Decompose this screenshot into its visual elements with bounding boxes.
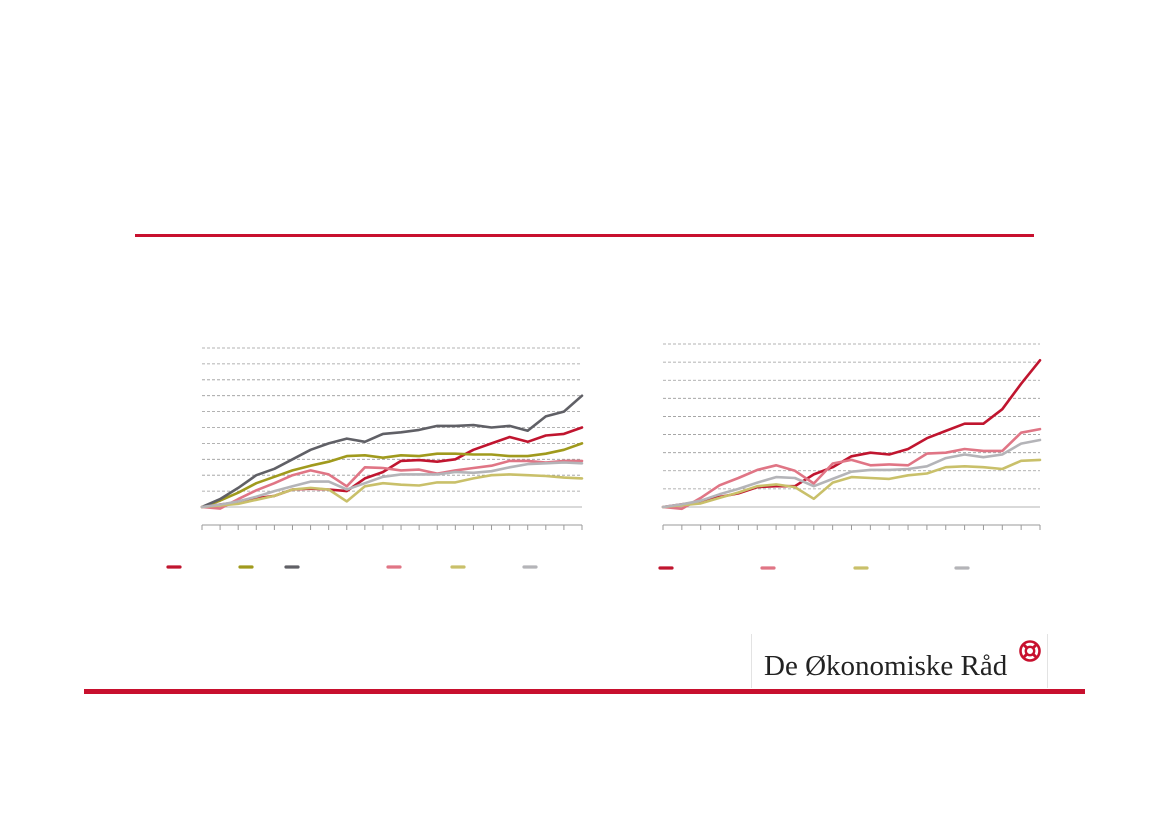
logo-text: De Økonomiske Råd [764,650,1008,682]
x-ticks [201,525,583,530]
series-line-5 [200,473,584,509]
series-line-4 [200,459,584,510]
header-rule [135,234,1034,237]
series-line-4 [661,438,1042,509]
logo: De Økonomiske Råd [751,634,1048,688]
line-chart-right [640,330,1060,590]
line-chart-right-svg [658,343,1042,570]
gridlines [663,343,1040,508]
line-chart-left [160,330,600,590]
line-chart-left-svg [166,347,584,569]
cross-circle-icon [1019,640,1041,662]
series-line-3 [200,394,584,509]
series-line-2 [661,427,1042,511]
footer-rule [84,689,1085,694]
series-line-6 [200,461,584,509]
series-line-2 [200,442,584,509]
series-line-3 [661,458,1042,509]
x-ticks [662,525,1041,530]
